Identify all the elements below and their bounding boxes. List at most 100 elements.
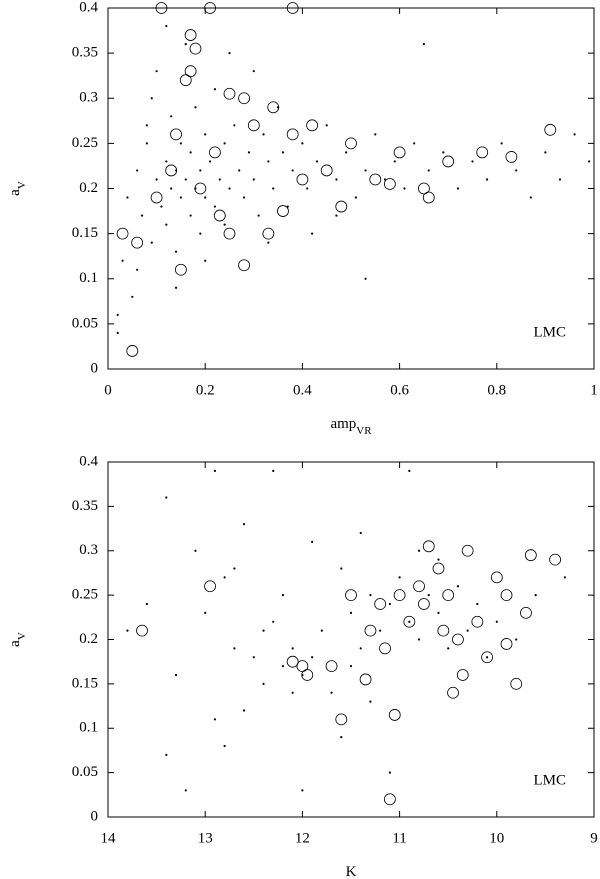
data-point-dot xyxy=(160,205,163,208)
data-point-dot xyxy=(281,151,285,154)
axis-label-sub: V xyxy=(16,632,28,640)
data-point-dot xyxy=(126,629,129,632)
data-point-circle xyxy=(544,123,557,136)
data-point-dot xyxy=(456,187,460,190)
data-point-dot xyxy=(413,142,416,145)
data-point-dot xyxy=(466,629,469,632)
data-point-circle xyxy=(213,209,226,222)
data-point-dot xyxy=(170,187,173,190)
data-point-dot xyxy=(272,187,275,190)
data-point-dot xyxy=(398,576,401,579)
x-tick-label: 0.4 xyxy=(293,382,312,398)
data-point-circle xyxy=(500,638,513,650)
data-point-dot xyxy=(204,133,207,136)
data-point-circle xyxy=(393,589,406,602)
data-point-dot xyxy=(442,151,445,154)
data-point-dot xyxy=(325,124,328,127)
data-point-dot xyxy=(359,531,362,535)
data-point-circle xyxy=(194,182,207,195)
data-point-dot xyxy=(145,124,148,127)
data-point-dot xyxy=(471,160,474,163)
data-point-dot xyxy=(529,196,532,199)
data-point-dot xyxy=(233,647,236,650)
data-point-circle xyxy=(505,151,518,163)
data-point-dot xyxy=(150,97,153,100)
data-point-dot xyxy=(213,88,217,91)
x-tick-label: 0 xyxy=(104,382,112,398)
axis-label: K xyxy=(346,864,357,879)
data-point-dot xyxy=(301,789,304,792)
y-tick-label: 0.4 xyxy=(79,453,98,469)
data-point-dot xyxy=(476,602,479,606)
data-point-dot xyxy=(194,549,197,552)
data-point-dot xyxy=(223,142,226,145)
data-point-dot xyxy=(311,540,314,543)
data-point-dot xyxy=(417,549,421,552)
data-point-dot xyxy=(422,43,425,46)
data-point-circle xyxy=(320,164,333,177)
data-point-dot xyxy=(408,620,411,623)
data-point-circle xyxy=(174,263,187,276)
data-point-dot xyxy=(388,602,391,606)
data-point-dot xyxy=(184,43,187,46)
data-point-dot xyxy=(495,620,498,623)
x-tick-label: 1 xyxy=(590,382,598,398)
data-point-circle xyxy=(136,624,148,637)
data-point-circle xyxy=(442,589,455,602)
data-point-circle xyxy=(364,624,377,637)
data-point-dot xyxy=(223,744,226,748)
plot-frame xyxy=(107,461,595,818)
data-point-circle xyxy=(471,615,484,628)
data-point-circle xyxy=(296,173,309,186)
data-point-dot xyxy=(228,52,231,55)
data-point-dot xyxy=(588,160,591,163)
y-tick-label: 0.05 xyxy=(72,315,98,331)
y-tick-label: 0.4 xyxy=(79,0,98,15)
data-point-circle xyxy=(388,709,401,721)
data-point-dot xyxy=(281,594,285,597)
data-point-circle xyxy=(238,259,250,272)
data-point-dot xyxy=(272,620,275,623)
data-point-circle xyxy=(437,624,450,637)
data-point-dot xyxy=(427,169,430,172)
data-point-dot xyxy=(165,24,168,28)
data-point-circle xyxy=(345,137,357,150)
data-point-dot xyxy=(218,178,221,181)
data-point-circle xyxy=(490,571,503,584)
data-point-dot xyxy=(408,469,411,472)
data-point-dot xyxy=(306,187,309,190)
data-point-dot xyxy=(179,196,182,199)
data-point-dot xyxy=(155,70,158,73)
data-point-dot xyxy=(252,70,255,73)
y-tick-label: 0.25 xyxy=(72,135,98,151)
data-point-circle xyxy=(417,598,430,610)
data-point-circle xyxy=(155,2,168,14)
data-point-dot xyxy=(262,682,265,685)
data-point-dot xyxy=(116,331,119,334)
data-point-dot xyxy=(267,241,270,244)
data-point-circle xyxy=(335,713,348,726)
y-tick-label: 0.2 xyxy=(79,180,98,196)
data-point-dot xyxy=(417,638,421,641)
data-point-circle xyxy=(277,205,289,217)
data-point-dot xyxy=(335,214,338,217)
data-point-dot xyxy=(257,214,260,217)
data-point-dot xyxy=(374,133,377,136)
data-point-circle xyxy=(223,87,236,100)
data-point-dot xyxy=(262,629,265,632)
data-point-dot xyxy=(359,647,362,650)
data-point-dot xyxy=(140,214,144,217)
data-point-dot xyxy=(242,709,246,712)
data-point-circle xyxy=(131,236,144,249)
data-point-circle xyxy=(301,669,314,681)
data-point-dot xyxy=(213,205,217,208)
data-point-dot xyxy=(199,232,202,235)
axis-label: aV xyxy=(7,181,27,196)
x-tick-label: 14 xyxy=(101,830,117,846)
data-point-dot xyxy=(145,142,148,145)
data-point-dot xyxy=(189,214,192,217)
data-point-dot xyxy=(364,277,367,280)
data-point-circle xyxy=(417,182,430,195)
data-point-circle xyxy=(184,65,197,78)
